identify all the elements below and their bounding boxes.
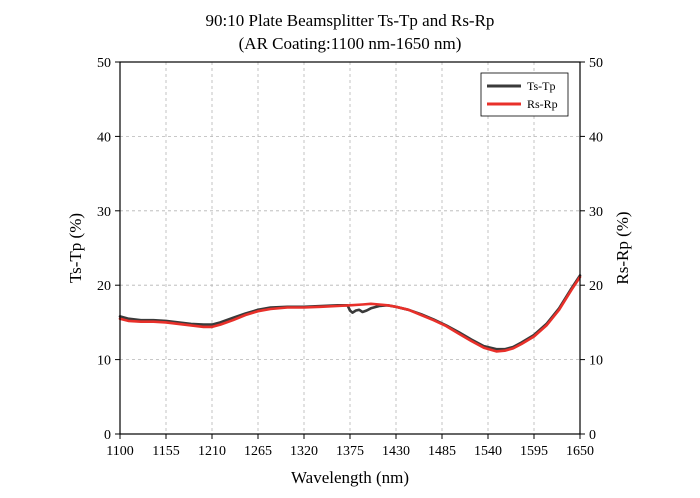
y-tick-label-right: 30: [589, 205, 603, 220]
series-line-ts-tp: [118, 274, 582, 351]
y-tick-label-left: 40: [97, 130, 111, 145]
series-lines: [118, 274, 582, 353]
chart-title: 90:10 Plate Beamsplitter Ts-Tp and Rs-Rp: [206, 11, 495, 30]
chart-subtitle: (AR Coating:1100 nm-1650 nm): [239, 34, 462, 53]
x-tick-label: 1375: [336, 444, 364, 459]
series-line-rs-rp: [118, 275, 582, 353]
legend: Ts-Tp Rs-Rp: [480, 72, 569, 117]
x-tick-label: 1210: [198, 444, 226, 459]
axis-ticks: 1100 1155 1210 1265 1320 1375 1430 1485 1540 1595…: [97, 56, 603, 459]
x-tick-label: 1430: [382, 444, 410, 459]
grid-lines: [120, 62, 580, 434]
y-tick-label-left: 50: [97, 56, 111, 71]
x-tick-label: 1595: [520, 444, 548, 459]
x-axis-label: Wavelength (nm): [291, 468, 409, 487]
legend-label-ts-tp: Ts-Tp: [527, 79, 556, 93]
y-tick-label-left: 30: [97, 205, 111, 220]
x-tick-label: 1540: [474, 444, 502, 459]
y-tick-label-left: 10: [97, 354, 111, 369]
y-tick-label-right: 40: [589, 130, 603, 145]
y-tick-label-right: 20: [589, 279, 603, 294]
y-axis-label-right: Rs-Rp (%): [613, 211, 632, 284]
x-tick-label: 1265: [244, 444, 272, 459]
y-tick-label-right: 10: [589, 354, 603, 369]
y-tick-label-left: 0: [104, 428, 111, 443]
y-tick-label-right: 0: [589, 428, 596, 443]
y-axis-label-left: Ts-Tp (%): [66, 213, 85, 283]
y-tick-label-left: 20: [97, 279, 111, 294]
x-tick-label: 1320: [290, 444, 318, 459]
x-tick-label: 1485: [428, 444, 456, 459]
y-tick-label-right: 50: [589, 56, 603, 71]
x-tick-label: 1155: [152, 444, 179, 459]
legend-label-rs-rp: Rs-Rp: [527, 97, 558, 111]
legend-box: [480, 72, 569, 117]
x-tick-label: 1650: [566, 444, 594, 459]
x-tick-label: 1100: [106, 444, 133, 459]
